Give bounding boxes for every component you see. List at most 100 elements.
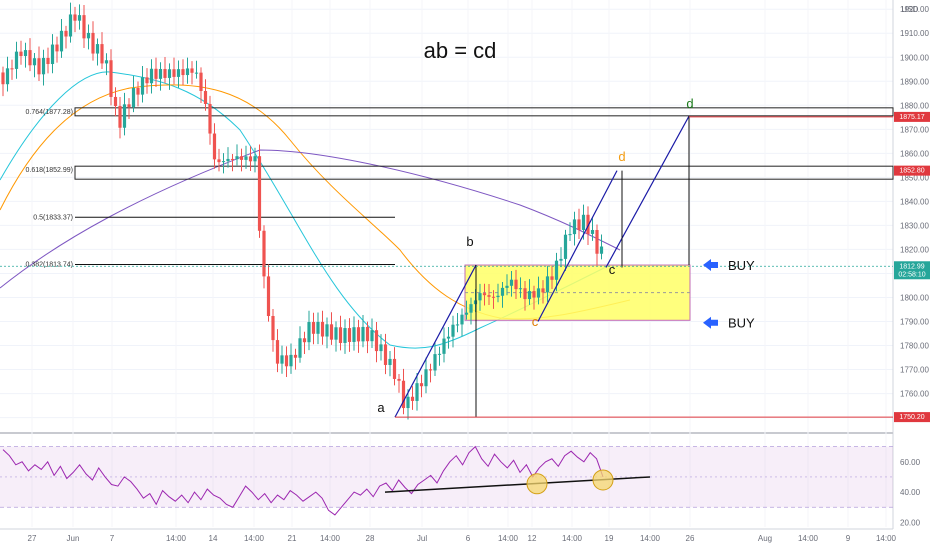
candle-body (577, 219, 581, 230)
x-tick-label: 14:00 (244, 534, 265, 543)
candle-body (442, 338, 446, 354)
grid (0, 0, 894, 530)
candle-body (271, 316, 275, 341)
candle-body (280, 355, 284, 364)
candle-body (311, 322, 316, 334)
candle-body (325, 324, 329, 337)
x-tick-label: 21 (288, 534, 297, 543)
candle-body (514, 279, 518, 290)
candle-body (527, 291, 532, 300)
x-tick-label: 12 (528, 534, 537, 543)
point-label-b: b (466, 234, 473, 249)
chart-title: ab = cd (424, 38, 497, 63)
candle-body (23, 50, 28, 57)
candle-body (32, 58, 37, 66)
candle-body (361, 326, 365, 342)
candle-body (541, 288, 545, 293)
candle-body (455, 324, 460, 326)
candle-body (568, 234, 572, 236)
candle-body (257, 156, 262, 231)
point-label-d: d (686, 96, 693, 111)
candle-body (104, 60, 109, 64)
candle-body (406, 396, 410, 409)
price-tag (894, 412, 930, 423)
candle-body (446, 336, 451, 339)
candle-body (230, 158, 235, 160)
candle-body (536, 288, 541, 298)
candle-body (158, 68, 163, 79)
candle-body (469, 304, 473, 313)
rsi-panel: 20.00 40.00 60.00 (0, 445, 921, 527)
x-tick-label: 9 (846, 534, 851, 543)
candle-body (347, 328, 352, 342)
candle-body (343, 328, 347, 343)
candle-body (550, 276, 554, 280)
buy-zone (464, 264, 691, 321)
candle-body (131, 87, 136, 108)
cd-leg-1 (537, 170, 618, 322)
candle-body (428, 369, 433, 371)
y-tick-label: 1850.00 (900, 173, 929, 182)
candle-body (329, 324, 334, 340)
candle-body (59, 30, 64, 52)
price-tag-countdown: 02:58:10 (898, 271, 925, 278)
candle-body (379, 344, 383, 352)
candle-body (176, 69, 181, 77)
candle-body (482, 293, 487, 296)
buy-label: BUY (728, 258, 755, 273)
candle-body (559, 258, 563, 261)
candle-body (401, 380, 406, 409)
candle-body (451, 324, 455, 337)
price-axis[interactable]: 1750.001760.001770.001780.001790.001800.… (900, 5, 929, 422)
candles (1, 2, 604, 420)
candle-body (113, 96, 118, 107)
buy-label: BUY (728, 316, 755, 331)
buy-zone-box (464, 264, 691, 321)
candle-body (320, 321, 325, 337)
candle-body (356, 327, 361, 342)
candle-body (172, 69, 176, 77)
candle-body (91, 32, 95, 54)
candle-body (581, 214, 586, 230)
rsi-touch-circle (526, 473, 548, 495)
point-label-a: a (377, 400, 385, 415)
fib-levels: 0.764(1877.28) 0.618(1852.99) 0.5(1833.37)… (26, 107, 894, 268)
candle-body (122, 104, 127, 128)
candle-body (284, 355, 289, 367)
candle-body (392, 358, 397, 379)
x-tick-label: 14:00 (562, 534, 583, 543)
fib-box (74, 165, 894, 180)
buy-arrow-icon (703, 259, 718, 272)
candle-body (545, 276, 550, 293)
candle-body (523, 288, 527, 300)
currency-label: USD (902, 5, 919, 14)
candle-body (149, 68, 154, 84)
point-labels: a b c c d d BUY BUY (377, 96, 755, 415)
y-tick-label: 1830.00 (900, 221, 929, 230)
candle-body (478, 293, 482, 301)
candle-body (154, 68, 158, 79)
y-tick-label: 1860.00 (900, 149, 929, 158)
fib-label: 0.382(1813.74) (26, 261, 73, 268)
candle-body (599, 246, 604, 254)
candle-body (262, 230, 266, 277)
candle-body (415, 383, 419, 401)
candle-body (127, 104, 131, 108)
candle-body (77, 15, 82, 21)
candle-body (136, 87, 140, 95)
candle-body (41, 57, 46, 75)
time-axis[interactable]: 27 Jun 7 14:00 14 14:00 21 14:00 28 Jul 6 14:00 12 14… (28, 534, 897, 543)
ma-fast-line (0, 71, 611, 349)
candle-body (316, 321, 320, 334)
price-tag-text: 1875.17 (899, 114, 924, 121)
rsi-touch-circle (592, 469, 614, 491)
y-tick-label: 1900.00 (900, 53, 929, 62)
candle-body (1, 72, 5, 85)
candle-body (419, 383, 424, 387)
x-tick-label: 28 (366, 534, 375, 543)
candle-body (185, 68, 190, 76)
candle-body (352, 327, 356, 342)
x-tick-label: 14:00 (876, 534, 897, 543)
candle-body (572, 219, 577, 235)
